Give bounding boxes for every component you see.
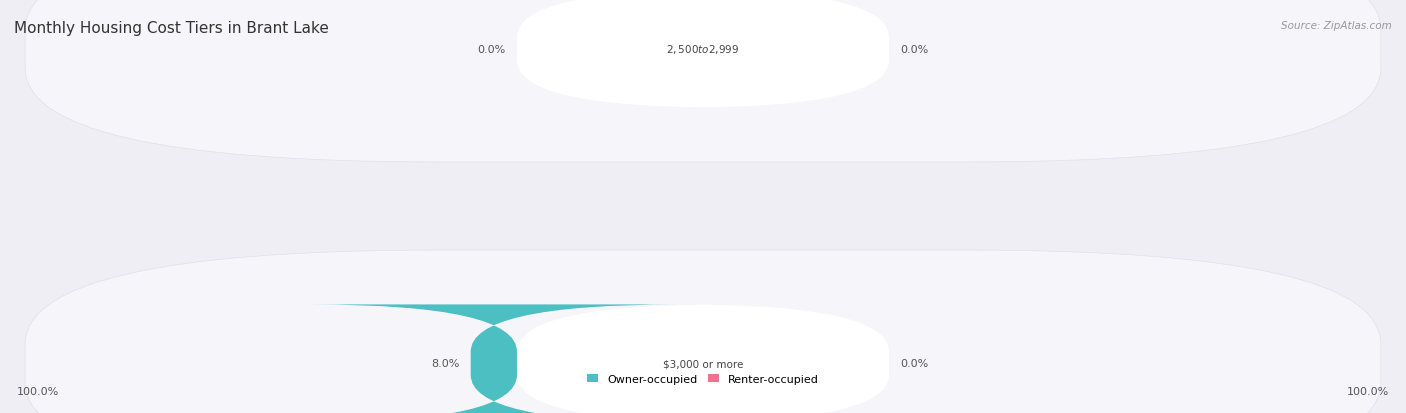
FancyBboxPatch shape <box>517 0 889 108</box>
FancyBboxPatch shape <box>25 250 1381 413</box>
FancyBboxPatch shape <box>517 305 889 413</box>
Text: 0.0%: 0.0% <box>900 45 928 55</box>
Text: $2,500 to $2,999: $2,500 to $2,999 <box>666 43 740 56</box>
Text: 8.0%: 8.0% <box>432 358 460 368</box>
Text: 0.0%: 0.0% <box>478 45 506 55</box>
FancyBboxPatch shape <box>311 305 678 413</box>
Legend: Owner-occupied, Renter-occupied: Owner-occupied, Renter-occupied <box>582 370 824 389</box>
Text: Monthly Housing Cost Tiers in Brant Lake: Monthly Housing Cost Tiers in Brant Lake <box>14 21 329 36</box>
Text: $3,000 or more: $3,000 or more <box>662 358 744 368</box>
Text: Source: ZipAtlas.com: Source: ZipAtlas.com <box>1281 21 1392 31</box>
Text: 100.0%: 100.0% <box>1347 387 1389 396</box>
Text: 100.0%: 100.0% <box>17 387 59 396</box>
FancyBboxPatch shape <box>25 0 1381 163</box>
Text: 0.0%: 0.0% <box>900 358 928 368</box>
